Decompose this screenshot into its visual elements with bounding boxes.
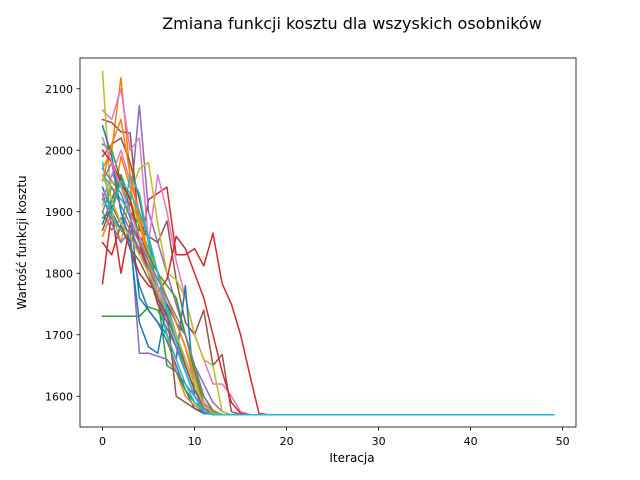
x-tick-label: 30 — [372, 435, 386, 448]
x-tick-label: 50 — [556, 435, 570, 448]
y-tick-label: 1800 — [45, 267, 73, 280]
x-tick-label: 40 — [464, 435, 478, 448]
x-tick-label: 0 — [99, 435, 106, 448]
y-axis-label: Wartość funkcji kosztu — [15, 175, 29, 309]
chart-title: Zmiana funkcji kosztu dla wszyskich osob… — [162, 14, 542, 33]
y-tick-label: 1700 — [45, 329, 73, 342]
plot-frame — [79, 57, 577, 428]
y-tick-label: 2000 — [45, 144, 73, 157]
x-tick-label: 20 — [280, 435, 294, 448]
y-tick-label: 1900 — [45, 206, 73, 219]
y-tick-label: 1600 — [45, 390, 73, 403]
y-tick-label: 2100 — [45, 83, 73, 96]
series-line-30 — [101, 180, 555, 416]
x-tick-label: 10 — [188, 435, 202, 448]
x-axis-label: Iteracja — [329, 451, 374, 465]
